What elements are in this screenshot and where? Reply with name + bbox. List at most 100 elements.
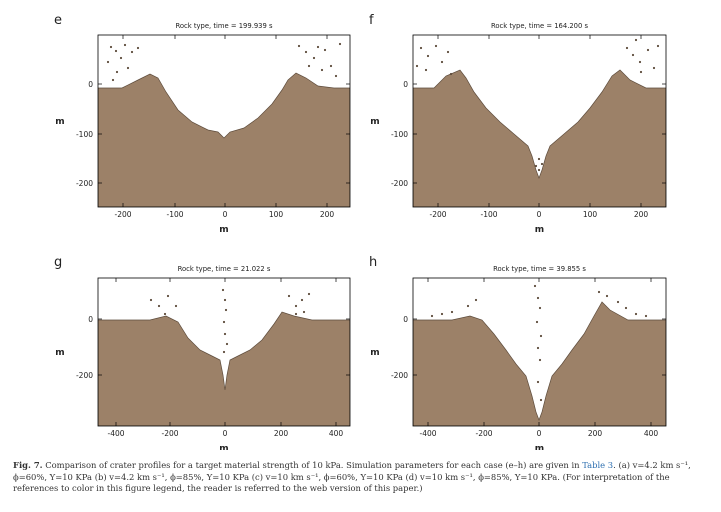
panel-letter: e	[54, 13, 62, 28]
ejecta-dot	[307, 292, 311, 296]
ejecta-dot	[450, 310, 454, 314]
x-tick-label: 200	[274, 429, 289, 438]
ejecta-dot	[174, 304, 178, 308]
rock-body	[98, 311, 350, 426]
ejecta-dot	[597, 290, 601, 294]
ejecta-dot	[149, 298, 153, 302]
plot-frame	[97, 34, 351, 208]
ejecta-dot	[605, 294, 609, 298]
ejecta-dot	[634, 312, 638, 316]
y-tick-label: -200	[391, 179, 408, 188]
ejecta-dot	[163, 312, 167, 316]
ejecta-dot	[320, 68, 324, 72]
ejecta-dot	[329, 64, 333, 68]
ejecta-dot	[114, 49, 118, 53]
ejecta-dot	[225, 342, 229, 346]
x-tick-label: 0	[223, 210, 228, 219]
ejecta-dot	[223, 298, 227, 302]
caption-text-after: . (a) v=4.2 km s⁻¹, ϕ=60%, Y=10 KPa (b) …	[13, 460, 691, 493]
ejecta-dot	[625, 46, 629, 50]
panel-title: Rock type, time = 199.939 s	[175, 22, 273, 30]
x-tick-label: 400	[329, 429, 344, 438]
rock-region	[413, 38, 666, 207]
ejecta-dot	[307, 64, 311, 68]
plot-frame	[97, 277, 351, 427]
ejecta-dot	[536, 346, 540, 350]
x-tick-label: -100	[166, 210, 183, 219]
x-tick-label: -200	[114, 210, 131, 219]
ejecta-dot	[136, 46, 140, 50]
ejecta-dot	[446, 50, 450, 54]
rock-body	[98, 72, 350, 207]
y-tick-label: -100	[76, 130, 93, 139]
ejecta-dot	[304, 50, 308, 54]
ejecta-dot	[533, 284, 537, 288]
ejecta-dot	[466, 304, 470, 308]
ejecta-dot	[312, 56, 316, 60]
ejecta-dot	[323, 48, 327, 52]
ejecta-dot	[430, 314, 434, 318]
ejecta-dot	[302, 310, 306, 314]
x-axis-label: m	[535, 225, 544, 235]
ejecta-dot	[426, 54, 430, 58]
x-axis-label: m	[219, 444, 228, 450]
x-axis-label: m	[535, 444, 544, 450]
x-tick-label: -200	[161, 429, 178, 438]
ejecta-dot	[652, 66, 656, 70]
y-tick-label: -200	[76, 371, 93, 380]
ejecta-dot	[616, 300, 620, 304]
panel-letter: f	[369, 13, 374, 28]
y-tick-label: -100	[391, 130, 408, 139]
ejecta-dot	[646, 48, 650, 52]
ejecta	[149, 288, 311, 354]
ejecta-dot	[449, 72, 453, 76]
ejecta-dot	[634, 38, 638, 42]
ejecta-dot	[539, 334, 543, 338]
y-tick-label: 0	[403, 80, 408, 89]
ejecta-dot	[123, 43, 127, 47]
panel-letter: h	[369, 255, 377, 270]
ejecta-dot	[111, 78, 115, 82]
ejecta-dot	[656, 44, 660, 48]
ejecta-dot	[538, 306, 542, 310]
rock-region	[98, 288, 350, 426]
ejecta-dot	[419, 46, 423, 50]
ejecta-dot	[166, 294, 170, 298]
ejecta-dot	[223, 332, 227, 336]
panel-e: e Rock type, time = 199.939 s -200 -100 0 100…	[54, 13, 351, 235]
ejecta-dot	[537, 157, 541, 161]
x-tick-label: 200	[634, 210, 649, 219]
ejecta	[430, 284, 648, 402]
table-3-link[interactable]: Table 3	[582, 460, 614, 470]
ejecta	[106, 42, 342, 82]
ejecta-dot	[109, 45, 113, 49]
x-tick-label: 0	[537, 429, 542, 438]
ejecta-dot	[157, 304, 161, 308]
panel-title: Rock type, time = 39.855 s	[493, 265, 586, 273]
ejecta-dot	[316, 45, 320, 49]
ejecta-dot	[536, 296, 540, 300]
ejecta-dot	[440, 60, 444, 64]
x-tick-label: 100	[269, 210, 284, 219]
y-tick-label: -200	[391, 371, 408, 380]
x-tick-label: 100	[583, 210, 598, 219]
ejecta-dot	[474, 298, 478, 302]
ejecta-dot	[540, 162, 544, 166]
caption-label: Fig. 7.	[13, 460, 43, 470]
figure-caption: Fig. 7. Comparison of crater profiles fo…	[13, 460, 708, 495]
ejecta-dot	[644, 314, 648, 318]
ejecta-dot	[294, 312, 298, 316]
ejecta-dot	[624, 306, 628, 310]
ejecta-dot	[537, 168, 541, 172]
ejecta-dot	[222, 320, 226, 324]
x-tick-label: -200	[475, 429, 492, 438]
ejecta-dot	[221, 288, 225, 292]
panel-g: g Rock type, time = 21.022 s -400 -200 0 200 4…	[54, 255, 351, 450]
ejecta-dot	[415, 64, 419, 68]
ejecta-dot	[126, 66, 130, 70]
y-tick-label: 0	[88, 315, 93, 324]
ejecta-dot	[224, 308, 228, 312]
panel-title: Rock type, time = 21.022 s	[178, 265, 271, 273]
x-tick-label: 200	[588, 429, 603, 438]
caption-text-before: Comparison of crater profiles for a targ…	[42, 460, 583, 470]
